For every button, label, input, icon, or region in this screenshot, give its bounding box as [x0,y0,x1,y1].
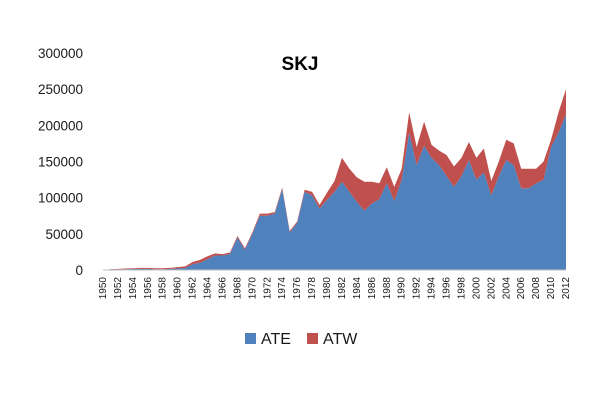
y-tick-label: 300000 [38,46,83,61]
x-tick-label: 1966 [217,277,228,300]
y-tick-label: 50000 [45,227,83,242]
x-tick-label: 2010 [546,277,557,300]
x-tick-label: 1998 [456,277,467,300]
area-series-ate [103,114,566,270]
x-tick-label: 1976 [292,277,303,300]
x-tick-label: 1950 [98,277,109,300]
x-tick-label: 1954 [128,277,139,300]
y-tick-label: 100000 [38,191,83,206]
x-tick-label: 2006 [516,277,527,300]
x-tick-label: 2012 [561,277,572,300]
plot-areas [103,89,566,270]
x-tick-label: 1970 [247,277,258,300]
legend: ATE ATW [245,331,358,348]
x-tick-label: 1982 [337,277,348,300]
y-tick-label: 200000 [38,118,83,133]
legend-label-atw: ATW [323,331,358,348]
x-tick-label: 1994 [427,277,438,300]
x-tick-label: 1968 [232,277,243,300]
x-tick-label: 1984 [352,277,363,300]
x-tick-label: 1986 [367,277,378,300]
x-tick-label: 1978 [307,277,318,300]
x-tick-label: 1988 [382,277,393,300]
x-tick-label: 1996 [442,277,453,300]
x-tick-label: 2008 [531,277,542,300]
x-tick-label: 1972 [262,277,273,300]
x-tick-label: 1974 [277,277,288,300]
y-tick-label: 0 [75,263,83,278]
x-tick-label: 1962 [188,277,199,300]
x-tick-label: 1990 [397,277,408,300]
chart-title: SKJ [282,54,319,75]
x-tick-label: 2002 [486,277,497,300]
legend-label-ate: ATE [261,331,291,348]
x-tick-label: 1956 [143,277,154,300]
x-axis-ticks: 1950 1952 1954 1956 1958 1960 1962 1964 1966 1968… [98,277,572,300]
x-tick-label: 1992 [412,277,423,300]
legend-swatch-ate [245,333,256,344]
y-axis-ticks: 0 50000 100000 150000 200000 250000 300000 [38,46,83,278]
x-tick-label: 1958 [158,277,169,300]
x-tick-label: 2004 [501,277,512,300]
y-tick-label: 150000 [38,155,83,170]
legend-swatch-atw [307,333,318,344]
x-tick-label: 1980 [322,277,333,300]
x-tick-label: 1964 [203,277,214,300]
x-tick-label: 2000 [471,277,482,300]
x-tick-label: 1952 [113,277,124,300]
y-tick-label: 250000 [38,82,83,97]
x-tick-label: 1960 [173,277,184,300]
